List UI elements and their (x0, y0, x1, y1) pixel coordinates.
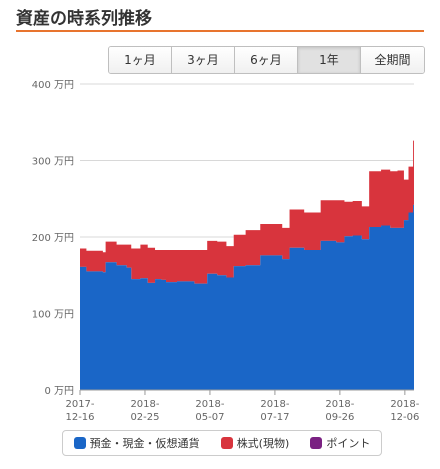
y-tick-label: 300 万円 (32, 157, 74, 168)
legend-item-points[interactable]: ポイント (310, 435, 370, 451)
x-tick-label: 12-16 (65, 412, 94, 423)
asset-area-chart: 0 万円 100 万円 200 万円 300 万円 400 万円 2017- 12-16 20… (32, 80, 420, 423)
legend-item-deposits[interactable]: 預金・現金・仮想通貨 (73, 435, 200, 451)
area-series-deposits (80, 204, 414, 390)
x-tick-label: 02-25 (130, 412, 159, 423)
x-tick-label: 05-07 (195, 412, 224, 423)
page-title: 資産の時系列推移 (16, 9, 152, 29)
y-tick-label: 200 万円 (32, 233, 74, 244)
range-button-1-month[interactable]: 1ヶ月 (109, 47, 172, 73)
range-button-all-time[interactable]: 全期間 (361, 47, 424, 73)
x-tick-label: 09-26 (325, 412, 354, 423)
legend-label-deposits: 預金・現金・仮想通貨 (89, 437, 200, 450)
x-tick-label: 2018- (325, 399, 354, 410)
x-tick-label: 2018- (195, 399, 224, 410)
legend-swatch-stocks (220, 437, 233, 449)
x-tick-label: 2018- (390, 399, 419, 410)
x-tick-label: 07-17 (260, 412, 289, 423)
title-underline (16, 30, 424, 32)
legend-item-stocks[interactable]: 株式(現物) (220, 435, 290, 451)
y-tick-label: 100 万円 (32, 310, 74, 321)
y-tick-label: 0 万円 (44, 386, 74, 397)
area-series-stocks (80, 140, 414, 284)
range-button-3-months[interactable]: 3ヶ月 (172, 47, 235, 73)
legend-swatch-deposits (73, 437, 86, 449)
x-tick-label: 2018- (130, 399, 159, 410)
range-button-1-year[interactable]: 1年 (298, 47, 361, 73)
chart-legend: 預金・現金・仮想通貨 株式(現物) ポイント (62, 430, 382, 456)
range-selector: 1ヶ月 3ヶ月 6ヶ月 1年 全期間 (108, 46, 425, 74)
legend-label-stocks: 株式(現物) (236, 437, 290, 450)
x-tick-label: 12-06 (390, 412, 419, 423)
range-button-6-months[interactable]: 6ヶ月 (235, 47, 298, 73)
x-tick-label: 2018- (260, 399, 289, 410)
y-tick-label: 400 万円 (32, 80, 74, 91)
legend-label-points: ポイント (326, 437, 371, 450)
x-tick-label: 2017- (65, 399, 94, 410)
legend-swatch-points (310, 437, 323, 449)
